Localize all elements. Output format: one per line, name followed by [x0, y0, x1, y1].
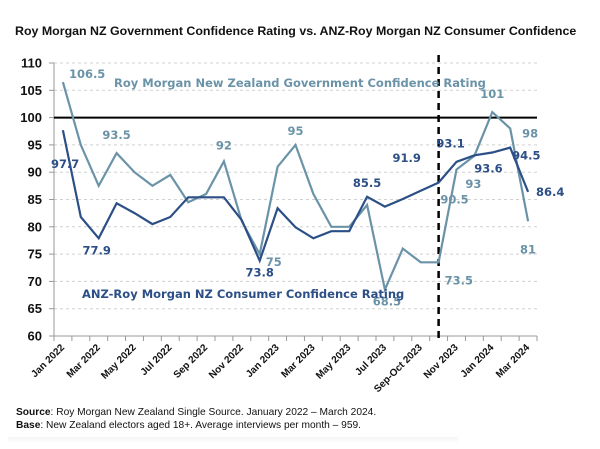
x-tick-label: May 2023 — [314, 342, 354, 382]
government-data-label: 106.5 — [69, 67, 105, 81]
source-text: : Roy Morgan New Zealand Single Source. … — [50, 407, 377, 418]
x-tick-label: Nov 2023 — [422, 342, 461, 381]
y-tick-label: 105 — [20, 83, 42, 98]
government-data-label: 90.5 — [440, 192, 468, 206]
y-tick-label: 95 — [28, 137, 42, 152]
base-text: : New Zealand electors aged 18+. Average… — [40, 420, 361, 431]
consumer-data-label: 97.7 — [51, 157, 79, 171]
base-note: Base: New Zealand electors aged 18+. Ave… — [16, 419, 376, 432]
data-labels: 106.5 93.5 92 75 95 68.5 73.5 90.593 101 98 81 97.7… — [51, 67, 564, 308]
x-tick-label: Mar 2023 — [279, 342, 317, 380]
government-data-label: 92 — [216, 138, 232, 152]
consumer-data-label: 77.9 — [83, 243, 111, 257]
y-tick-label: 90 — [28, 165, 42, 180]
chart-title: Roy Morgan NZ Government Confidence Rati… — [15, 24, 577, 38]
government-data-label: 98 — [522, 127, 538, 141]
consumer-confidence-line — [61, 129, 530, 264]
consumer-data-label: 93.1 — [436, 136, 464, 150]
y-tick-label: 85 — [28, 192, 42, 207]
y-tick-label: 110 — [21, 56, 42, 71]
government-data-label: 68.5 — [373, 295, 401, 309]
government-data-label: 93.5 — [102, 128, 130, 142]
consumer-data-label: 86.4 — [536, 185, 564, 199]
government-series-label: Roy Morgan New Zealand Government Confid… — [114, 76, 486, 90]
chart-footer: Source: Roy Morgan New Zealand Single So… — [16, 406, 376, 432]
series-labels: Roy Morgan New Zealand Government Confid… — [82, 76, 486, 301]
y-tick-label: 80 — [28, 219, 42, 234]
government-data-label: 73.5 — [445, 273, 473, 287]
x-tick-label: Jan 2023 — [244, 342, 282, 380]
consumer-series-label: ANZ-Roy Morgan NZ Consumer Confidence Ra… — [82, 287, 404, 301]
x-tick-label: Jul 2022 — [139, 342, 175, 378]
y-tick-label: 60 — [28, 329, 42, 344]
y-tick-label: 70 — [28, 274, 42, 289]
x-tick-label: Mar 2022 — [65, 342, 103, 380]
x-tick-label: Nov 2022 — [207, 342, 246, 381]
x-tick-label: Jan 2022 — [29, 342, 67, 380]
y-tick-label: 100 — [20, 110, 42, 125]
series-lines — [61, 81, 530, 294]
source-label: Source — [16, 407, 51, 418]
consumer-data-label: 91.9 — [393, 151, 421, 165]
x-tick-label: Jul 2023 — [353, 342, 389, 378]
consumer-data-label: 85.5 — [353, 176, 381, 190]
footer-divider — [8, 437, 458, 443]
x-tick-label: Jan 2024 — [459, 342, 497, 380]
y-tick-label: 65 — [28, 301, 42, 316]
x-tick-label: Sep 2022 — [172, 342, 211, 381]
x-tick-label: May 2022 — [99, 342, 139, 382]
government-data-label: 81 — [520, 242, 536, 256]
government-data-label: 95 — [287, 124, 303, 138]
consumer-data-label: 73.8 — [246, 266, 274, 280]
base-label: Base — [16, 420, 41, 431]
source-note: Source: Roy Morgan New Zealand Single So… — [16, 406, 376, 419]
government-data-label: 93 — [465, 177, 481, 191]
government-data-label: 75 — [266, 255, 282, 269]
y-tick-label: 75 — [28, 247, 42, 262]
government-data-label: 101 — [480, 87, 504, 101]
y-axis-ticks: 60 65 70 75 80 85 90 95 100 105 110 — [20, 56, 54, 344]
government-confidence-line — [61, 81, 530, 294]
consumer-data-label: 93.6 — [474, 162, 502, 176]
consumer-data-label: 94.5 — [512, 149, 540, 163]
x-tick-label: Mar 2024 — [494, 342, 532, 380]
